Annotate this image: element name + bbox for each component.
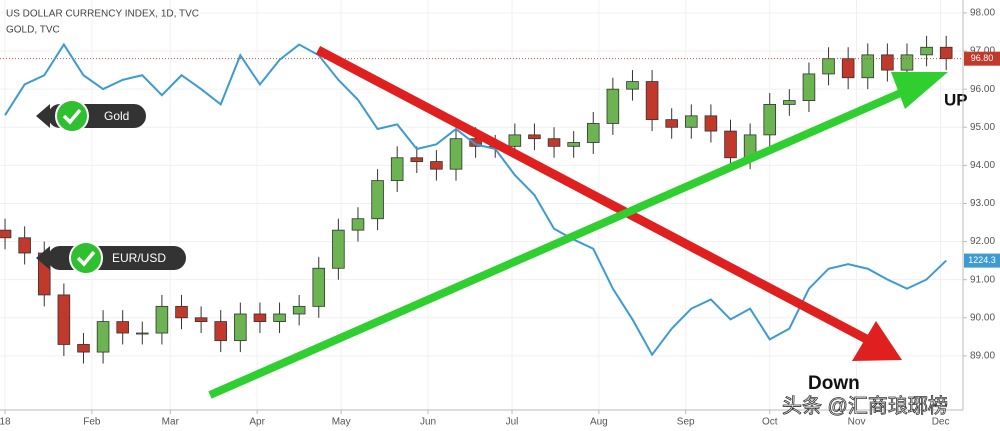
candle-body [96, 321, 110, 353]
candle-body [547, 138, 561, 147]
x-tick-label: Jul [506, 417, 519, 428]
x-tick-label: Oct [762, 417, 778, 428]
gold-badge: Gold [36, 99, 146, 133]
candle-body [606, 88, 620, 124]
candle-body [704, 115, 718, 132]
chart-title: US DOLLAR CURRENCY INDEX, 1D, TVC [6, 9, 199, 20]
candle-body [253, 313, 267, 322]
candle-body [841, 58, 855, 79]
candle-body [665, 119, 678, 128]
x-tick-label: May [332, 417, 351, 428]
candle-body [528, 134, 541, 140]
x-tick-label: 18 [0, 417, 11, 428]
candle-body [802, 73, 816, 101]
plot [0, 35, 963, 364]
candle-body [116, 321, 129, 334]
candle-body [234, 313, 247, 342]
candle-body [351, 218, 365, 231]
candle-body [0, 229, 12, 239]
candle-body [586, 123, 600, 143]
candle-body [822, 58, 835, 75]
check [76, 250, 96, 267]
y-tick-label: 92.00 [970, 236, 995, 247]
candle-body [881, 54, 894, 71]
x-tick-label: Sep [677, 417, 695, 428]
candle-body [332, 229, 345, 269]
y-tick-label: 95.00 [970, 122, 995, 133]
candle-body [763, 104, 777, 136]
candle-body [312, 267, 326, 307]
candle-body [273, 313, 286, 322]
candle-body [626, 81, 639, 90]
series-name: GOLD, TVC [6, 25, 60, 36]
candle-body [57, 294, 71, 345]
x-tick-label: Mar [162, 417, 180, 428]
x-tick-label: Jun [420, 417, 436, 428]
y-tick-label: 97.00 [970, 46, 995, 57]
candle-body [371, 180, 384, 220]
badge-tip [36, 246, 50, 270]
candle-body [410, 157, 424, 162]
x-tick-label: Apr [249, 417, 265, 428]
candle-body [136, 332, 149, 335]
price-tag-label: 1224.3 [968, 255, 996, 265]
price-tag-label: 96.80 [971, 53, 994, 63]
candle-body [390, 157, 404, 182]
y-tick-label: 98.00 [970, 8, 995, 19]
x-tick-label: Aug [590, 417, 608, 428]
eurusd-badge: EUR/USD [36, 241, 186, 275]
candle-body [861, 54, 875, 79]
check [62, 108, 82, 125]
watermark: 头条 @汇商琅琊榜 [782, 394, 948, 417]
down-arrow-shaft [315, 46, 875, 346]
candle-body [685, 115, 698, 128]
y-tick-label: 94.00 [970, 160, 995, 171]
x-tick-label: Dec [932, 417, 950, 428]
candle-body [508, 134, 522, 147]
line-series [4, 42, 947, 357]
candle-body [214, 321, 228, 342]
price-tag [964, 51, 1000, 66]
candle-body [900, 54, 914, 71]
candle-body [449, 138, 463, 170]
y-tick-label: 96.00 [970, 84, 995, 95]
candle-body [292, 305, 306, 315]
price-tag [964, 253, 1000, 268]
up-arrow-shaft [208, 84, 914, 399]
y-tick-label: 93.00 [970, 198, 995, 209]
candle-body [724, 130, 737, 159]
check-circle [69, 241, 103, 275]
candle-body [430, 161, 443, 170]
candle-body [18, 237, 31, 254]
candle-body [783, 100, 796, 105]
candle-body [77, 344, 90, 353]
x-tick-label: Feb [83, 417, 101, 428]
up-arrow-head [891, 72, 948, 109]
badge-tip [36, 104, 50, 128]
arrows [208, 46, 948, 399]
y-tick-label: 89.00 [970, 351, 995, 362]
candle-body [469, 138, 482, 147]
down-label: Down [808, 373, 860, 394]
candle-body [567, 142, 580, 147]
y-tick-label: 90.00 [970, 312, 995, 323]
badge-label: Gold [104, 109, 129, 123]
candle-body [920, 46, 933, 56]
badge-label: EUR/USD [112, 251, 166, 265]
candle-body [645, 81, 659, 121]
x-tick-label: Nov [848, 417, 866, 428]
y-tick-label: 91.00 [970, 274, 995, 285]
check-circle [55, 99, 89, 133]
candle-body [175, 305, 188, 319]
up-label: UP [944, 90, 968, 109]
grid [0, 0, 963, 410]
down-arrow-head [852, 321, 902, 361]
candle-body [155, 305, 169, 334]
candle-body [939, 46, 953, 60]
candle-body [194, 317, 208, 322]
